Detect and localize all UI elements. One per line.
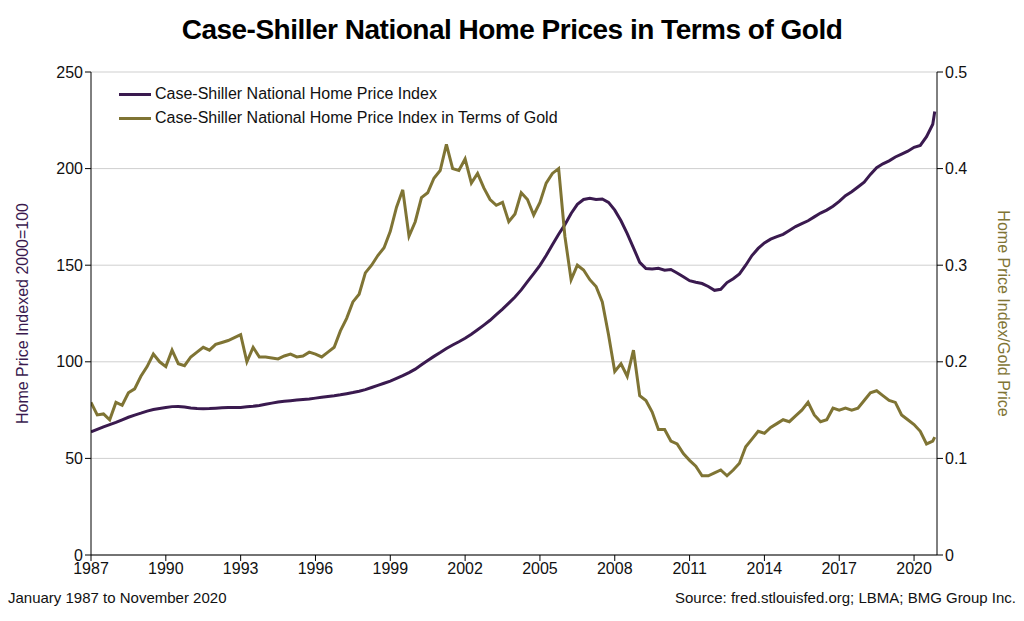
html-text:January 1987 to November 2020: January 1987 to November 2020 [8,589,227,606]
svg-text:0.5: 0.5 [945,64,967,81]
html-text:Source: fred.stlouisfed.org; L: Source: fred.stlouisfed.org; LBMA; BMG G… [675,589,1016,606]
svg-text:1999: 1999 [372,560,408,577]
svg-text:0: 0 [945,547,954,564]
svg-text:2014: 2014 [747,560,783,577]
svg-text:2005: 2005 [522,560,558,577]
svg-text:250: 250 [56,64,83,81]
svg-text:100: 100 [56,353,83,370]
svg-text:1993: 1993 [223,560,259,577]
svg-text:2002: 2002 [447,560,483,577]
svg-text:Home Price Index/Gold Price: Home Price Index/Gold Price [995,210,1012,416]
svg-text:200: 200 [56,160,83,177]
svg-text:2011: 2011 [672,560,707,577]
svg-text:2020: 2020 [896,560,932,577]
html-text:Case-Shiller National Home Pri: Case-Shiller National Home Price Index i… [155,109,558,126]
svg-text:1987: 1987 [73,560,109,578]
svg-text:50: 50 [65,450,83,467]
svg-text:1990: 1990 [148,560,184,577]
svg-text:0: 0 [74,547,83,564]
html-text:Case-Shiller National Home Pri: Case-Shiller National Home Prices in Ter… [181,14,843,45]
svg-text:Home Price Indexed 2000=100: Home Price Indexed 2000=100 [14,203,31,424]
svg-text:0.1: 0.1 [945,450,967,467]
svg-text:0.4: 0.4 [945,160,967,177]
svg-text:0.2: 0.2 [945,353,967,370]
html-text:Case-Shiller National Home Pri: Case-Shiller National Home Price Index [155,85,437,102]
svg-text:2017: 2017 [821,560,857,577]
svg-text:1996: 1996 [298,560,334,577]
svg-text:0.3: 0.3 [945,257,967,274]
svg-text:150: 150 [56,257,83,274]
svg-text:2008: 2008 [597,560,633,577]
